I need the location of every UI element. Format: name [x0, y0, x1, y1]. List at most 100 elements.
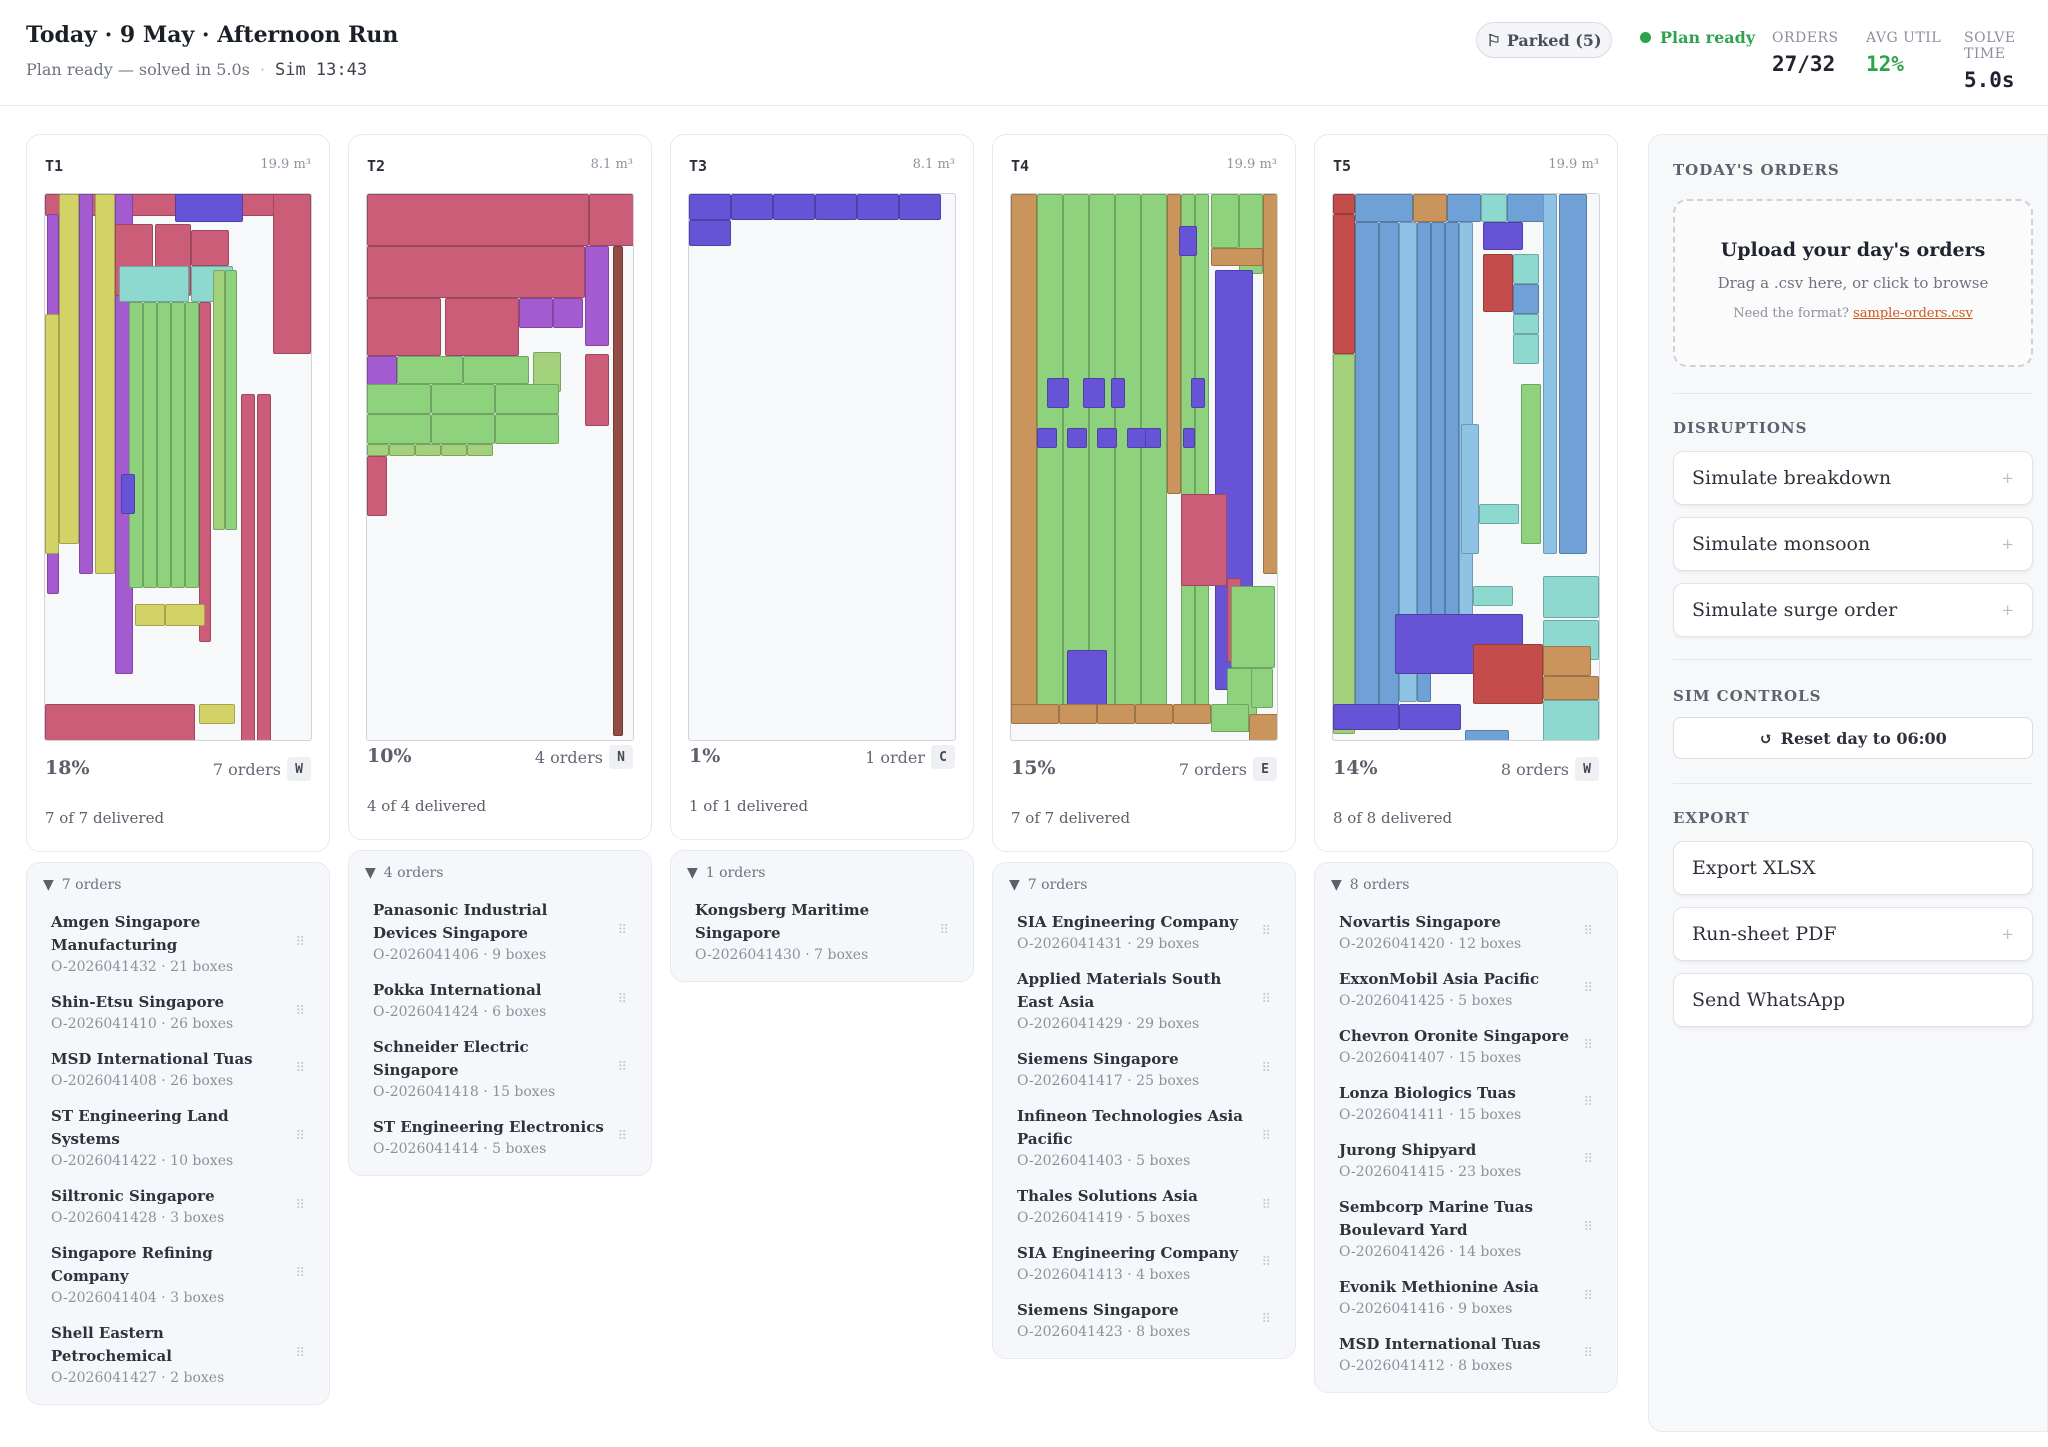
order-item[interactable]: SIA Engineering Company O-2026041431 · 29… — [993, 903, 1295, 960]
reset-day-button[interactable]: ↺ Reset day to 06:00 — [1673, 717, 2033, 759]
drag-handle-icon[interactable]: ⠿ — [1583, 1151, 1593, 1167]
order-item[interactable]: Jurong Shipyard O-2026041415 · 23 boxes ⠿ — [1315, 1131, 1617, 1188]
drag-handle-icon[interactable]: ⠿ — [295, 1003, 305, 1019]
cargo-box — [1067, 428, 1087, 448]
drag-handle-icon[interactable]: ⠿ — [1261, 1129, 1271, 1144]
order-boxes: 10 boxes — [170, 1153, 234, 1169]
order-boxes: 9 boxes — [492, 947, 547, 963]
order-item[interactable]: Siltronic Singapore O-2026041428 · 3 boxe… — [27, 1177, 329, 1234]
order-item[interactable]: Shell Eastern Petrochemical O-2026041427 … — [27, 1314, 329, 1394]
order-item[interactable]: Siemens Singapore O-2026041423 · 8 boxes ⠿ — [993, 1291, 1295, 1348]
order-item[interactable]: Siemens Singapore O-2026041417 · 25 boxes… — [993, 1040, 1295, 1097]
order-list-toggle[interactable]: ▼ 8 orders — [1315, 863, 1617, 903]
drag-handle-icon[interactable]: ⠿ — [295, 1346, 305, 1361]
order-item[interactable]: Schneider Electric Singapore O-2026041418… — [349, 1028, 651, 1108]
order-item[interactable]: Evonik Methionine Asia O-2026041416 · 9 b… — [1315, 1268, 1617, 1325]
cargo-box — [367, 456, 387, 516]
cargo-bay-diagram — [44, 193, 312, 741]
drag-handle-icon[interactable]: ⠿ — [295, 1197, 305, 1213]
upload-dropzone[interactable]: Upload your day's orders Drag a .csv her… — [1673, 199, 2033, 367]
drag-handle-icon[interactable]: ⠿ — [1583, 1220, 1593, 1235]
drag-handle-icon[interactable]: ⠿ — [617, 1128, 627, 1144]
order-boxes: 21 boxes — [170, 959, 234, 975]
top-bar: Today · 9 May · Afternoon Run Plan ready… — [0, 0, 2048, 106]
order-item[interactable]: ST Engineering Land Systems O-2026041422 … — [27, 1097, 329, 1177]
order-id: O-2026041406 — [373, 947, 479, 963]
order-item[interactable]: ST Engineering Electronics O-2026041414 ·… — [349, 1108, 651, 1165]
order-id: O-2026041424 — [373, 1004, 479, 1020]
drag-handle-icon[interactable]: ⠿ — [1261, 1254, 1271, 1270]
order-item[interactable]: Singapore Refining Company O-2026041404 ·… — [27, 1234, 329, 1314]
order-item[interactable]: Pokka International O-2026041424 · 6 boxe… — [349, 971, 651, 1028]
drag-handle-icon[interactable]: ⠿ — [617, 991, 627, 1007]
drag-handle-icon[interactable]: ⠿ — [1261, 1060, 1271, 1076]
send-whatsapp-button[interactable]: Send WhatsApp — [1673, 973, 2033, 1027]
order-item[interactable]: MSD International Tuas O-2026041412 · 8 b… — [1315, 1325, 1617, 1382]
order-item[interactable]: MSD International Tuas O-2026041408 · 26 … — [27, 1040, 329, 1097]
cargo-box — [1459, 222, 1473, 622]
truck-card-t1[interactable]: T1 19.9 m³ 18% 7 orders W 7 of 7 delivered — [26, 134, 330, 852]
cargo-box — [1355, 194, 1413, 222]
order-boxes: 8 boxes — [1136, 1324, 1191, 1340]
run-sheet-pdf-button[interactable]: Run-sheet PDF + — [1673, 907, 2033, 961]
order-list-toggle[interactable]: ▼ 1 orders — [671, 851, 973, 891]
order-item[interactable]: SIA Engineering Company O-2026041413 · 4 … — [993, 1234, 1295, 1291]
drag-handle-icon[interactable]: ⠿ — [295, 1266, 305, 1281]
cargo-box — [1089, 194, 1115, 714]
order-item[interactable]: ExxonMobil Asia Pacific O-2026041425 · 5 … — [1315, 960, 1617, 1017]
drag-handle-icon[interactable]: ⠿ — [1261, 1197, 1271, 1213]
truck-stats: 10% 4 orders N — [367, 745, 633, 771]
truck-card-t3[interactable]: T3 8.1 m³ 1% 1 order C 1 of 1 delivered — [670, 134, 974, 840]
drag-handle-icon[interactable]: ⠿ — [1261, 923, 1271, 939]
drag-handle-icon[interactable]: ⠿ — [295, 1060, 305, 1076]
cargo-box — [171, 302, 185, 588]
utilization-percent: 10% — [367, 745, 412, 767]
drag-handle-icon[interactable]: ⠿ — [1583, 923, 1593, 939]
drag-handle-icon[interactable]: ⠿ — [617, 1060, 627, 1075]
truck-card-t2[interactable]: T2 8.1 m³ 10% 4 orders N 4 of 4 delivered — [348, 134, 652, 840]
cargo-box — [367, 384, 431, 414]
order-id: O-2026041416 — [1339, 1301, 1445, 1317]
parked-button[interactable]: ⚐ Parked (5) — [1476, 22, 1612, 58]
order-item[interactable]: Shin-Etsu Singapore O-2026041410 · 26 box… — [27, 983, 329, 1040]
order-customer: ST Engineering Electronics — [373, 1118, 604, 1136]
drag-handle-icon[interactable]: ⠿ — [1583, 1094, 1593, 1110]
order-item[interactable]: Novartis Singapore O-2026041420 · 12 boxe… — [1315, 903, 1617, 960]
order-id: O-2026041426 — [1339, 1244, 1445, 1260]
order-meta: O-2026041403 · 5 boxes — [1017, 1153, 1191, 1169]
simulate-surge-order-button[interactable]: Simulate surge order + — [1673, 583, 2033, 637]
truck-card-t5[interactable]: T5 19.9 m³ 14% 8 orders W 8 of 8 delivered — [1314, 134, 1618, 852]
cargo-box — [1513, 284, 1539, 314]
order-item[interactable]: Panasonic Industrial Devices Singapore O-… — [349, 891, 651, 971]
order-item[interactable]: Thales Solutions Asia O-2026041419 · 5 bo… — [993, 1177, 1295, 1234]
drag-handle-icon[interactable]: ⠿ — [617, 923, 627, 938]
order-item[interactable]: Sembcorp Marine Tuas Boulevard Yard O-202… — [1315, 1188, 1617, 1268]
drag-handle-icon[interactable]: ⠿ — [1583, 980, 1593, 996]
drag-handle-icon[interactable]: ⠿ — [295, 1129, 305, 1144]
sample-csv-link[interactable]: sample-orders.csv — [1853, 306, 1973, 321]
simulate-breakdown-button[interactable]: Simulate breakdown + — [1673, 451, 2033, 505]
drag-handle-icon[interactable]: ⠿ — [939, 923, 949, 938]
truck-card-t4[interactable]: T4 19.9 m³ 15% 7 orders E 7 of 7 delivered — [992, 134, 1296, 852]
order-list-toggle[interactable]: ▼ 4 orders — [349, 851, 651, 891]
order-list-toggle[interactable]: ▼ 7 orders — [993, 863, 1295, 903]
order-item[interactable]: Amgen Singapore Manufacturing O-202604143… — [27, 903, 329, 983]
order-item[interactable]: Chevron Oronite Singapore O-2026041407 · … — [1315, 1017, 1617, 1074]
export-xlsx-button[interactable]: Export XLSX — [1673, 841, 2033, 895]
drag-handle-icon[interactable]: ⠿ — [1261, 992, 1271, 1007]
order-id: O-2026041403 — [1017, 1153, 1123, 1169]
drag-handle-icon[interactable]: ⠿ — [1261, 1311, 1271, 1327]
order-item[interactable]: Lonza Biologics Tuas O-2026041411 · 15 bo… — [1315, 1074, 1617, 1131]
order-item[interactable]: Applied Materials South East Asia O-20260… — [993, 960, 1295, 1040]
drag-handle-icon[interactable]: ⠿ — [1583, 1288, 1593, 1304]
drag-handle-icon[interactable]: ⠿ — [295, 935, 305, 950]
order-item[interactable]: Kongsberg Maritime Singapore O-2026041430… — [671, 891, 973, 971]
order-list-toggle[interactable]: ▼ 7 orders — [27, 863, 329, 903]
cargo-box — [135, 604, 165, 626]
order-item[interactable]: Infineon Technologies Asia Pacific O-2026… — [993, 1097, 1295, 1177]
drag-handle-icon[interactable]: ⠿ — [1583, 1037, 1593, 1053]
simulate-monsoon-button[interactable]: Simulate monsoon + — [1673, 517, 2033, 571]
cargo-box — [899, 194, 941, 220]
cargo-box — [1543, 676, 1599, 700]
drag-handle-icon[interactable]: ⠿ — [1583, 1345, 1593, 1361]
